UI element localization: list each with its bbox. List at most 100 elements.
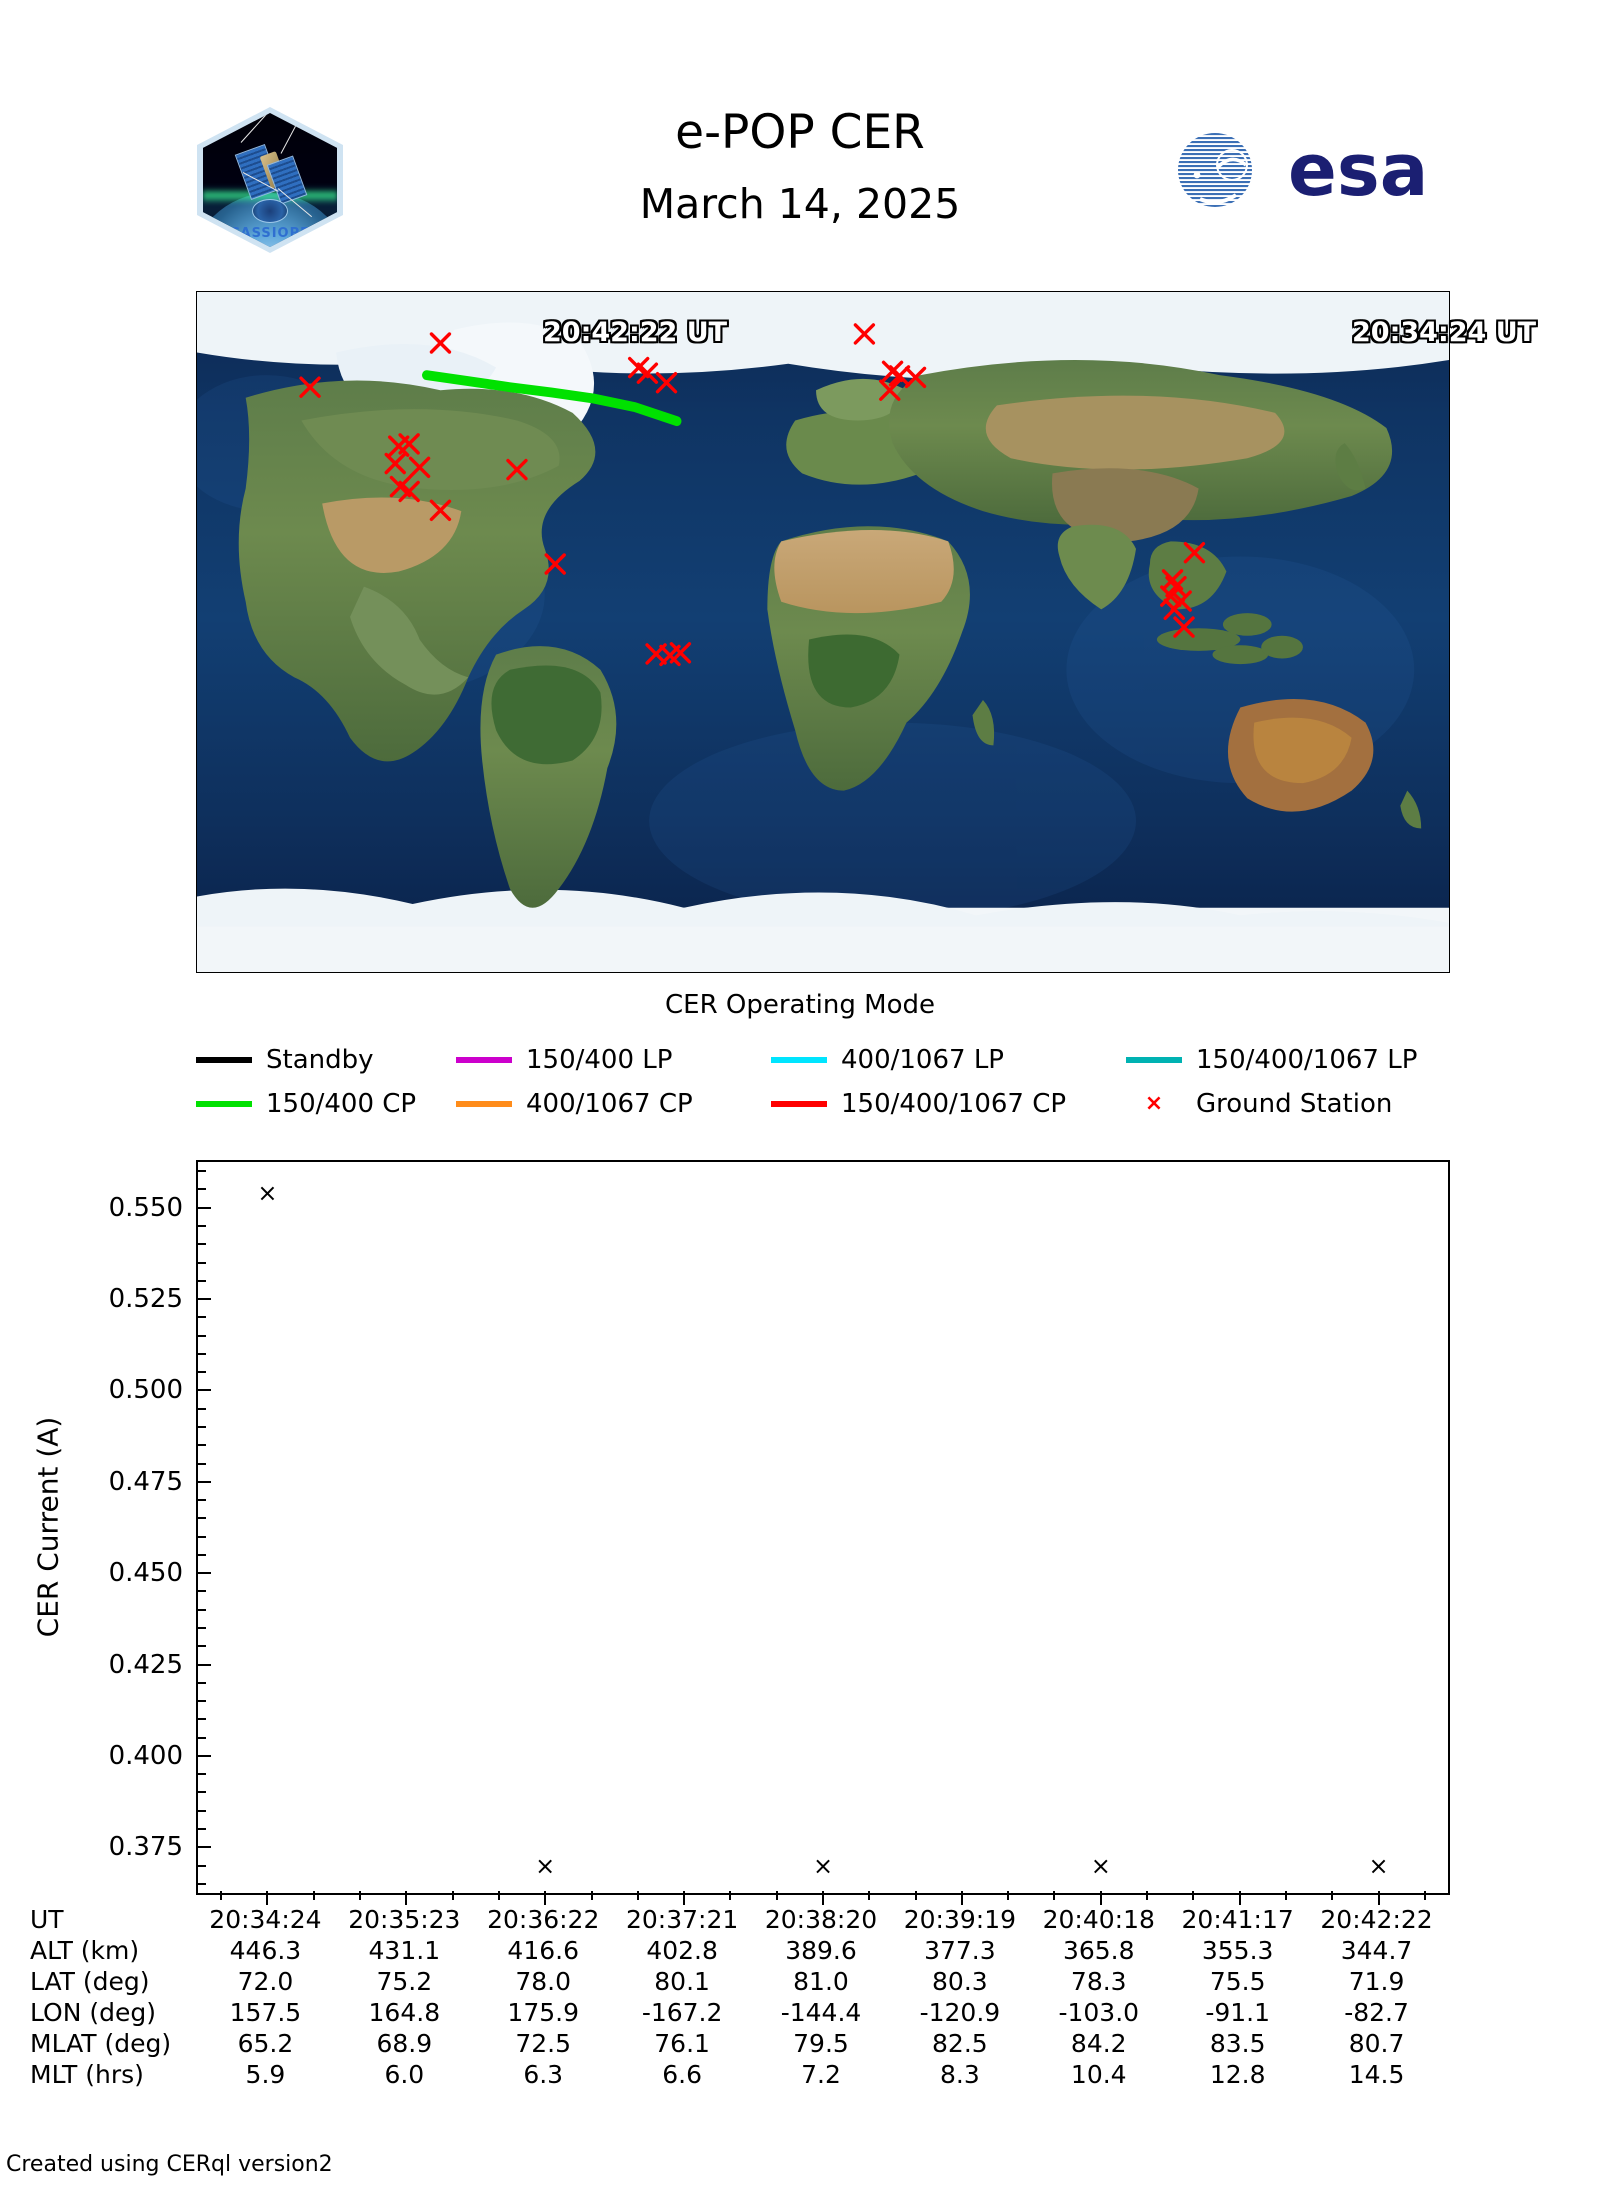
y-axis-minor-tick bbox=[198, 1608, 206, 1611]
y-axis-minor-tick bbox=[198, 1444, 206, 1447]
x-axis-minor-tick bbox=[1284, 1891, 1287, 1900]
x-axis-minor-tick bbox=[312, 1891, 315, 1900]
legend-color-swatch bbox=[1126, 1057, 1182, 1063]
legend-item-label: 150/400/1067 CP bbox=[841, 1089, 1067, 1119]
y-axis-minor-tick bbox=[198, 1170, 206, 1173]
table-row-header: UT bbox=[30, 1905, 64, 1934]
table-cell: 80.3 bbox=[932, 1967, 988, 1996]
legend-color-swatch bbox=[771, 1057, 827, 1063]
table-row-header: LAT (deg) bbox=[30, 1967, 150, 1996]
legend-item-ground-station[interactable]: × Ground Station bbox=[1126, 1084, 1393, 1124]
table-cell: 157.5 bbox=[229, 1998, 302, 2027]
ground-station-marker bbox=[1165, 575, 1187, 598]
x-axis-minor-tick bbox=[451, 1891, 454, 1900]
table-cell: 6.6 bbox=[662, 2060, 702, 2089]
table-row: LON (deg) 157.5 164.8 175.9 -167.2 -144.4 -120… bbox=[30, 1998, 1570, 2029]
table-cell: 80.7 bbox=[1348, 2029, 1405, 2058]
legend-color-swatch bbox=[456, 1101, 512, 1107]
x-axis-minor-tick bbox=[775, 1891, 778, 1900]
y-axis-minor-tick bbox=[198, 1462, 206, 1465]
y-axis-tick bbox=[198, 1846, 211, 1849]
legend-title: CER Operating Mode bbox=[664, 990, 935, 1020]
y-axis-minor-tick bbox=[198, 1243, 206, 1246]
legend-item-standby[interactable]: Standby bbox=[196, 1040, 374, 1080]
x-axis-tick bbox=[405, 1891, 408, 1905]
table-cell: 20:39:19 bbox=[903, 1905, 1017, 1934]
table-cell: 75.5 bbox=[1209, 1967, 1266, 1996]
esa-logo: esa bbox=[1170, 125, 1460, 215]
x-axis-minor-tick bbox=[497, 1891, 500, 1900]
legend-item-150-400-1067-lp[interactable]: 150/400/1067 LP bbox=[1126, 1040, 1417, 1080]
world-map-panel[interactable]: 20:42:22 UT 20:34:24 UT bbox=[196, 291, 1536, 973]
legend-item-150-400-cp[interactable]: 150/400 CP bbox=[196, 1084, 416, 1124]
legend-item-150-400-1067-cp[interactable]: 150/400/1067 CP bbox=[771, 1084, 1066, 1124]
y-axis-minor-tick bbox=[198, 1499, 206, 1502]
table-row: MLT (hrs) 5.9 6.0 6.3 6.6 7.2 8.3 10.4 12.8 14.5 bbox=[30, 2060, 1570, 2091]
x-axis-minor-tick bbox=[1331, 1891, 1334, 1900]
ground-station-marker bbox=[1183, 541, 1206, 564]
table-cell: 6.0 bbox=[384, 2060, 425, 2089]
table-cell: 79.5 bbox=[793, 2029, 849, 2058]
y-axis-minor-tick bbox=[198, 1517, 206, 1520]
table-cell: 431.1 bbox=[368, 1936, 441, 1965]
x-axis-tick bbox=[1377, 1891, 1380, 1905]
x-axis-tick bbox=[822, 1891, 824, 1905]
table-row: UT 20:34:24 20:35:23 20:36:22 20:37:21 20:38:… bbox=[30, 1905, 1570, 1936]
table-cell: -103.0 bbox=[1058, 1998, 1140, 2027]
legend-color-swatch bbox=[196, 1101, 252, 1107]
legend-item-400-1067-cp[interactable]: 400/1067 CP bbox=[456, 1084, 693, 1124]
x-axis-minor-tick bbox=[1192, 1891, 1195, 1900]
legend-row: Standby 150/400 LP 400/1067 LP 150/400/1067… bbox=[196, 1040, 1450, 1080]
table-cell: -82.7 bbox=[1344, 1998, 1409, 2027]
x-axis-minor-tick bbox=[868, 1891, 871, 1900]
mission-emblem-icon bbox=[252, 199, 288, 223]
table-cell: 365.8 bbox=[1062, 1936, 1135, 1965]
y-axis-minor-tick bbox=[198, 1425, 206, 1428]
table-cell: 75.2 bbox=[376, 1967, 433, 1996]
y-axis-minor-tick bbox=[198, 1316, 206, 1319]
table-cell: 8.3 bbox=[939, 2060, 980, 2089]
y-axis-tick-label: 0.450 bbox=[108, 1558, 183, 1589]
table-cell: 344.7 bbox=[1340, 1936, 1413, 1965]
y-axis-minor-tick bbox=[198, 1700, 206, 1703]
legend-item-400-1067-lp[interactable]: 400/1067 LP bbox=[771, 1040, 1004, 1080]
table-cell: 71.9 bbox=[1348, 1967, 1405, 1996]
y-axis-tick-label: 0.400 bbox=[108, 1740, 183, 1771]
x-axis-tick bbox=[1238, 1891, 1241, 1905]
table-cell: 81.0 bbox=[793, 1967, 849, 1996]
ground-station-marker bbox=[408, 456, 431, 478]
y-axis-tick bbox=[198, 1754, 211, 1757]
table-row: LAT (deg) 72.0 75.2 78.0 80.1 81.0 80.3 78.3 75.… bbox=[30, 1967, 1570, 1998]
y-axis-tick bbox=[198, 1480, 211, 1483]
y-axis-minor-tick bbox=[198, 1681, 206, 1684]
table-cell: -167.2 bbox=[641, 1998, 723, 2027]
legend-item-150-400-lp[interactable]: 150/400 LP bbox=[456, 1040, 672, 1080]
y-axis-minor-tick bbox=[198, 1407, 206, 1410]
y-axis-minor-tick bbox=[198, 1224, 206, 1227]
table-cell: 20:41:17 bbox=[1181, 1905, 1294, 1934]
ground-station-marker bbox=[398, 433, 420, 455]
x-axis-minor-tick bbox=[729, 1891, 732, 1900]
cassiope-logo: CASSIOPE bbox=[197, 107, 343, 253]
map-label-time-left: 20:42:22 UT bbox=[543, 317, 728, 348]
y-axis-tick-label: 0.375 bbox=[108, 1832, 183, 1863]
table-cell: 20:42:22 bbox=[1320, 1905, 1433, 1934]
cer-current-plot[interactable]: 0.375 0.400 0.425 0.450 0.475 0.500 0.525 0.550… bbox=[109, 1160, 1450, 1905]
data-point-marker: × bbox=[1368, 1851, 1389, 1880]
page-subtitle-date: March 14, 2025 bbox=[639, 180, 961, 228]
table-row-header: MLAT (deg) bbox=[30, 2029, 172, 2058]
table-cell: 20:34:24 bbox=[209, 1905, 322, 1934]
table-row-header: LON (deg) bbox=[30, 1998, 156, 2027]
world-map-svg bbox=[197, 292, 1449, 972]
table-cell: 5.9 bbox=[245, 2060, 286, 2089]
ground-station-marker bbox=[429, 332, 452, 354]
y-axis-minor-tick bbox=[198, 1864, 206, 1867]
ground-station-marker bbox=[888, 365, 911, 387]
table-cell: -120.9 bbox=[919, 1998, 1001, 2027]
ground-station-markers bbox=[299, 323, 1206, 667]
x-axis-minor-tick bbox=[1423, 1891, 1426, 1900]
table-cell: 84.2 bbox=[1070, 2029, 1127, 2058]
esa-swirl-inner-icon bbox=[1193, 149, 1248, 205]
table-cell: -144.4 bbox=[780, 1998, 862, 2027]
table-cell: 20:40:18 bbox=[1042, 1905, 1155, 1934]
